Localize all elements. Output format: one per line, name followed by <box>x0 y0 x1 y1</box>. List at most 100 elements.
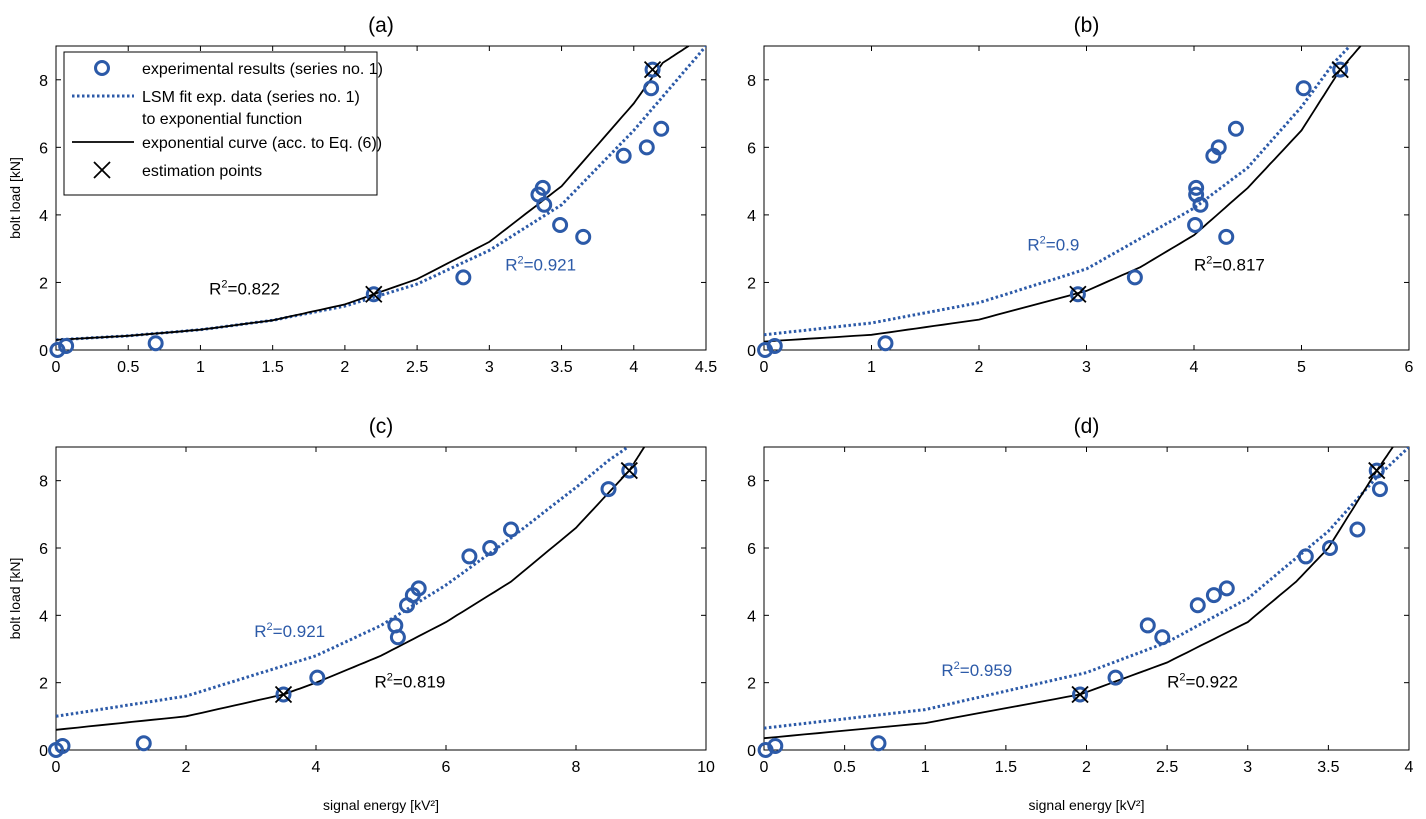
x-tick-label: 1 <box>867 359 876 376</box>
y-tick-label: 8 <box>39 474 48 491</box>
r-squared-label: R2=0.959 <box>941 660 1012 680</box>
x-tick-label: 3 <box>1243 759 1252 776</box>
exponential-curve-line <box>764 46 1362 343</box>
x-tick-label: 8 <box>572 759 581 776</box>
data-point <box>1368 462 1385 479</box>
x-tick-label: 3.5 <box>550 359 572 376</box>
y-tick-label: 2 <box>747 275 756 292</box>
estimation-point <box>274 685 293 704</box>
plot-area <box>764 447 1409 740</box>
data-point <box>1187 217 1204 234</box>
x-tick-label: 4 <box>1405 759 1414 776</box>
data-point <box>1218 580 1235 597</box>
x-tick-label: 3.5 <box>1317 759 1339 776</box>
data-point <box>766 337 783 354</box>
data-point <box>1218 228 1235 245</box>
data-point <box>644 61 661 78</box>
r-squared-label: R2=0.921 <box>254 621 325 641</box>
data-point <box>1069 286 1086 303</box>
y-tick-label: 0 <box>39 743 48 760</box>
data-point <box>552 217 569 234</box>
plot-frame <box>763 446 1410 751</box>
x-tick-label: 0 <box>760 759 769 776</box>
exponential-curve-line <box>764 447 1394 740</box>
data-point <box>1154 629 1171 646</box>
y-tick-label: 6 <box>747 140 756 157</box>
data-point <box>275 686 292 703</box>
data-point <box>455 269 472 286</box>
data-point <box>600 481 617 498</box>
y-tick-label: 2 <box>39 275 48 292</box>
data-point <box>1205 587 1222 604</box>
x-tick-label: 3 <box>1082 359 1091 376</box>
data-point <box>1126 269 1143 286</box>
y-tick-label: 8 <box>39 73 48 90</box>
legend-box <box>63 51 378 196</box>
data-point <box>1371 481 1388 498</box>
r-squared-label: R2=0.817 <box>1194 255 1265 275</box>
data-point <box>536 196 553 213</box>
panel-b: (b) 0 1 2 3 4 5 6 0 2 4 6 8 R2=0.9 R2=0.817 <box>747 14 1413 376</box>
data-point <box>534 179 551 196</box>
data-point <box>1189 597 1206 614</box>
y-tick-label: 2 <box>39 676 48 693</box>
y-tick-label: 6 <box>39 541 48 558</box>
y-tick-label: 8 <box>747 73 756 90</box>
data-point <box>1227 120 1244 137</box>
data-point <box>482 540 499 556</box>
y-tick-label: 4 <box>747 208 756 225</box>
panel-title: (c) <box>369 415 394 438</box>
panel-a: (a) 0 0.5 1 1.5 2 2.5 3 3.5 4 4.5 0 2 4 6 8 bolt load [k… <box>7 14 717 376</box>
x-tick-label: 2 <box>182 759 191 776</box>
x-tick-label: 0 <box>52 759 61 776</box>
x-tick-label: 4 <box>312 759 321 776</box>
data-point <box>49 342 66 358</box>
r-squared-label: R2=0.822 <box>209 278 280 298</box>
plot-frame <box>55 45 707 351</box>
data-point <box>870 735 887 752</box>
x-tick-label: 5 <box>1297 359 1306 376</box>
exponential-curve-line <box>56 447 646 731</box>
x-tick-label: 3 <box>485 359 494 376</box>
data-point <box>54 737 71 754</box>
x-tick-label: 2 <box>340 359 349 376</box>
x-tick-label: 4 <box>629 359 638 376</box>
y-tick-label: 6 <box>39 140 48 157</box>
x-tick-label: 4 <box>1190 359 1199 376</box>
data-point <box>1188 179 1205 196</box>
estimation-point <box>1331 61 1349 79</box>
data-point <box>1349 521 1366 538</box>
data-point <box>389 629 406 646</box>
data-point <box>503 521 519 538</box>
y-tick-label: 4 <box>747 608 756 625</box>
legend-label: LSM fit exp. data (series no. 1) <box>142 89 360 106</box>
data-point <box>575 228 592 245</box>
plot-area <box>56 447 646 731</box>
data-point <box>147 335 164 352</box>
lsm-fit-line <box>764 447 1409 730</box>
y-tick-label: 6 <box>747 541 756 558</box>
x-tick-label: 0 <box>52 359 61 376</box>
legend-label: experimental results (series no. 1) <box>142 61 383 78</box>
data-point <box>1107 669 1124 686</box>
legend: experimental results (series no. 1) LSM f… <box>63 51 383 196</box>
data-point <box>621 462 638 479</box>
x-tick-label: 0.5 <box>834 759 856 776</box>
x-tick-label: 4.5 <box>695 359 717 376</box>
panel-title: (b) <box>1074 14 1100 37</box>
data-point <box>1297 548 1314 565</box>
y-tick-label: 0 <box>747 343 756 360</box>
estimation-point <box>1368 461 1386 480</box>
x-tick-label: 0.5 <box>117 359 139 376</box>
data-point <box>58 337 75 354</box>
estimation-point <box>620 461 638 480</box>
x-tick-label: 1.5 <box>995 759 1017 776</box>
y-tick-label: 4 <box>39 608 48 625</box>
x-tick-label: 2 <box>1082 759 1091 776</box>
data-point <box>1321 540 1338 556</box>
y-tick-label: 0 <box>747 743 756 760</box>
y-tick-label: 0 <box>39 343 48 360</box>
x-tick-label: 6 <box>1405 359 1414 376</box>
estimation-point <box>1069 285 1087 303</box>
